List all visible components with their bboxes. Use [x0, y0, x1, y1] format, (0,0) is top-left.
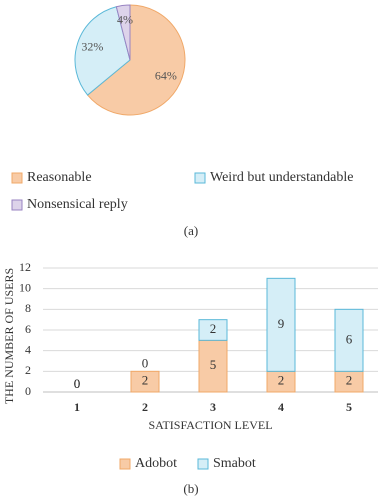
- data-label: 6: [346, 331, 353, 346]
- bar-segment: [266, 277, 296, 372]
- data-label: 2: [278, 373, 285, 388]
- data-label: 2: [142, 373, 149, 388]
- pie-slice: [115, 4, 131, 61]
- caption: (b): [183, 481, 198, 496]
- legend-swatch: [11, 199, 23, 211]
- x-tick-label: 1: [74, 400, 80, 414]
- data-label: 0: [142, 355, 149, 370]
- bar-segment: [198, 319, 228, 341]
- bar-segment: [334, 308, 364, 372]
- legend-swatch: [119, 458, 131, 470]
- bar-segment: [130, 370, 160, 393]
- y-tick-label: 10: [19, 280, 31, 294]
- y-tick-label: 12: [19, 260, 31, 274]
- legend-label: Weird but understandable: [210, 170, 354, 185]
- data-label: 9: [278, 316, 285, 331]
- legend-label: Nonsensical reply: [27, 197, 128, 212]
- slice-label: 32%: [81, 40, 103, 54]
- legend-swatch: [11, 172, 23, 184]
- y-tick-label: 4: [25, 342, 31, 356]
- y-tick-label: 8: [25, 301, 31, 315]
- legend-label: Reasonable: [27, 170, 92, 185]
- x-tick-label: 2: [142, 400, 148, 414]
- data-label: 2: [210, 321, 217, 336]
- x-axis-label: SATISFACTION LEVEL: [148, 418, 272, 432]
- y-tick-label: 2: [25, 363, 31, 377]
- y-tick-label: 0: [25, 384, 31, 398]
- y-tick-label: 6: [25, 322, 31, 336]
- legend-swatch: [194, 172, 206, 184]
- x-tick-label: 4: [278, 400, 284, 414]
- bar-segment: [198, 339, 228, 393]
- legend-swatch: [197, 458, 209, 470]
- x-tick-label: 5: [346, 400, 352, 414]
- data-label: 2: [346, 373, 353, 388]
- legend-label: Smabot: [213, 456, 256, 471]
- pie-slice: [74, 6, 131, 96]
- data-label: 5: [210, 357, 217, 372]
- caption: (a): [184, 223, 198, 238]
- data-label: 0: [74, 376, 81, 391]
- x-tick-label: 3: [210, 400, 216, 414]
- legend-label: Adobot: [135, 456, 177, 471]
- pie-slice: [86, 4, 186, 116]
- y-axis-label: THE NUMBER OF USERS: [2, 268, 16, 404]
- slice-label: 64%: [155, 69, 177, 83]
- slice-label: 4%: [117, 12, 133, 26]
- data-label: 0: [74, 376, 81, 391]
